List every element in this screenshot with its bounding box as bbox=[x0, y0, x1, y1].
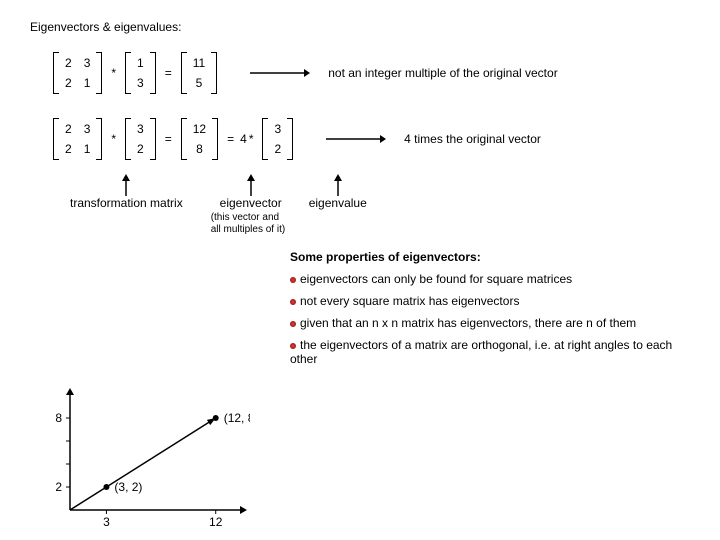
properties-section: Some properties of eigenvectors: eigenve… bbox=[290, 250, 690, 366]
annot-eigenvalue: eigenvalue bbox=[309, 196, 367, 210]
result-1: 115 bbox=[181, 52, 217, 94]
vector-x1: 13 bbox=[125, 52, 156, 94]
annot-eigenvector-note: (this vector and all multiples of it) bbox=[211, 212, 291, 236]
equation-1: 22 31 * 13 = 115 not an integer multiple… bbox=[50, 52, 690, 94]
matrix-a2: 22 31 bbox=[53, 118, 102, 160]
times-op: * bbox=[249, 132, 254, 146]
page-title: Eigenvectors & eigenvalues: bbox=[30, 20, 690, 34]
scalar: 4 bbox=[240, 132, 247, 146]
bullet-icon bbox=[290, 277, 296, 283]
pointer-arrow-icon bbox=[246, 174, 256, 196]
vector-x2: 32 bbox=[125, 118, 156, 160]
property-item: eigenvectors can only be found for squar… bbox=[290, 272, 690, 286]
svg-text:2: 2 bbox=[55, 480, 62, 494]
vector-plot: 8 2 3 12 (3, 2) (12, 8) bbox=[40, 380, 250, 530]
equals-op: = bbox=[165, 132, 172, 146]
explain-1: not an integer multiple of the original … bbox=[328, 66, 557, 80]
annotation-row: transformation matrix eigenvector (this … bbox=[50, 174, 690, 236]
pointer-arrow-icon bbox=[333, 174, 343, 196]
annot-transformation: transformation matrix bbox=[70, 196, 183, 210]
annot-eigenvector: eigenvector bbox=[220, 196, 282, 210]
pointer-arrow-icon bbox=[121, 174, 131, 196]
bullet-icon bbox=[290, 343, 296, 349]
equals-op: = bbox=[227, 132, 234, 146]
svg-text:8: 8 bbox=[55, 411, 62, 425]
equation-2: 22 31 * 32 = 128 = 4 * 32 4 times the or… bbox=[50, 118, 690, 160]
svg-text:12: 12 bbox=[209, 515, 223, 529]
svg-text:3: 3 bbox=[103, 515, 110, 529]
times-op: * bbox=[111, 132, 116, 146]
equals-op: = bbox=[165, 66, 172, 80]
property-item: given that an n x n matrix has eigenvect… bbox=[290, 316, 690, 330]
arrow-icon bbox=[250, 73, 310, 74]
result-2: 128 bbox=[181, 118, 218, 160]
svg-text:(3, 2): (3, 2) bbox=[114, 480, 142, 494]
explain-2: 4 times the original vector bbox=[404, 132, 541, 146]
matrix-a1: 22 31 bbox=[53, 52, 102, 94]
svg-text:(12, 8): (12, 8) bbox=[224, 411, 250, 425]
property-item: not every square matrix has eigenvectors bbox=[290, 294, 690, 308]
bullet-icon bbox=[290, 299, 296, 305]
vector-b2: 32 bbox=[262, 118, 293, 160]
bullet-icon bbox=[290, 321, 296, 327]
arrow-icon bbox=[326, 139, 386, 140]
times-op: * bbox=[111, 66, 116, 80]
property-item: the eigenvectors of a matrix are orthogo… bbox=[290, 338, 690, 366]
properties-heading: Some properties of eigenvectors: bbox=[290, 250, 690, 264]
